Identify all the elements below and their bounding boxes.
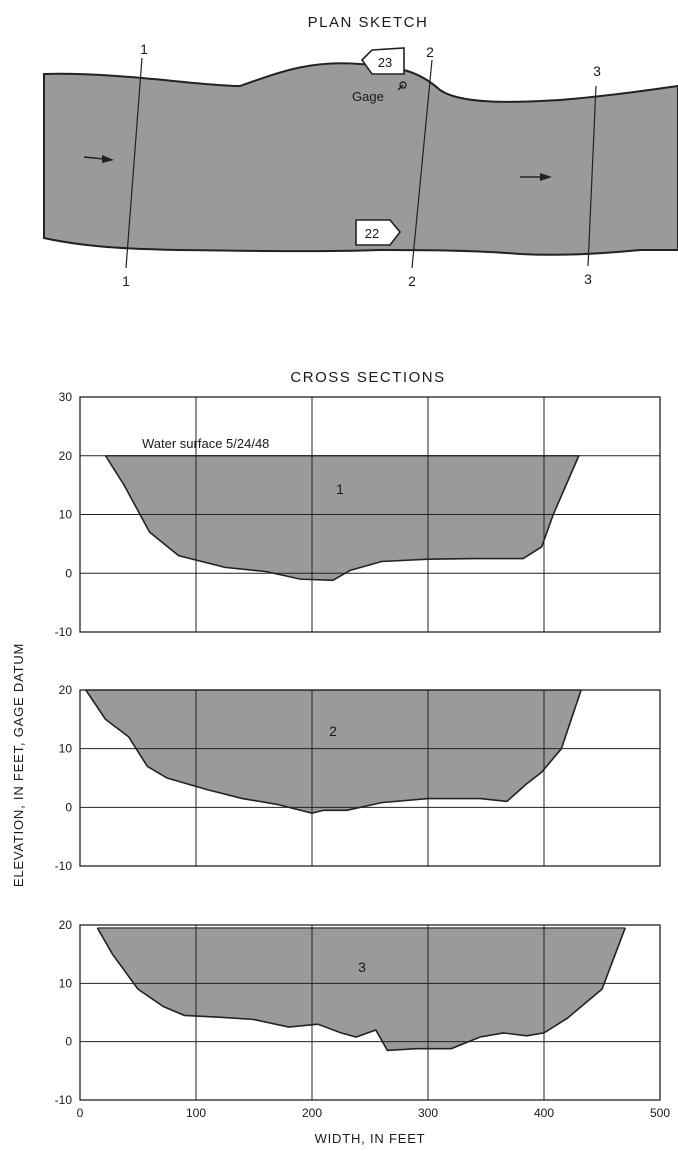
marker-22: 22 [355, 219, 402, 246]
y-tick-label: -10 [55, 625, 73, 639]
y-tick-label: 0 [65, 1035, 72, 1049]
x-tick-label: 400 [534, 1106, 554, 1120]
section-line-1 [125, 57, 143, 269]
x-tick-label: 100 [186, 1106, 206, 1120]
gage-label: Gage [352, 89, 384, 104]
flow-arrow-left-icon [83, 155, 114, 163]
bed-profile-3 [96, 927, 626, 1052]
y-tick-label: 10 [59, 742, 73, 756]
marker-23: 23 [360, 47, 405, 75]
section-label-bottom-1: 1 [122, 273, 130, 289]
water-area-1 [105, 455, 579, 581]
x-tick-label: 300 [418, 1106, 438, 1120]
y-tick-label: 0 [65, 800, 72, 814]
marker-23-label: 23 [378, 55, 392, 70]
section-number-label: 3 [358, 959, 366, 975]
y-tick-label: -10 [55, 859, 73, 873]
x-tick-label: 0 [77, 1106, 84, 1120]
river-channel [43, 62, 678, 256]
plot-frame-2 [79, 689, 661, 867]
y-tick-label: 30 [59, 390, 73, 404]
water-area-3 [97, 927, 626, 1051]
y-tick-label: 20 [59, 683, 73, 697]
section-label-top-1: 1 [140, 41, 148, 57]
x-tick-label: 500 [650, 1106, 670, 1120]
bed-profile-1 [104, 455, 580, 582]
y-tick-label: 10 [59, 976, 73, 990]
section-number-label: 1 [336, 481, 344, 497]
cross-section-2: 20 10 0 -10 2 [55, 683, 661, 873]
flow-arrow-right-icon [520, 173, 552, 181]
y-axis-title: ELEVATION, IN FEET, GAGE DATUM [11, 643, 26, 887]
gage-icon [397, 81, 407, 91]
water-area-2 [85, 690, 582, 814]
section-label-top-3: 3 [593, 63, 601, 79]
plot-frame-3 [79, 924, 661, 1101]
section-label-bottom-3: 3 [584, 271, 592, 287]
y-tick-label: 10 [59, 508, 73, 522]
marker-22-label: 22 [365, 226, 379, 241]
cross-section-1: 30 20 10 0 -10 1 Water surface 5/24/48 [55, 390, 661, 639]
bed-profile-2 [85, 689, 582, 815]
x-axis-title: WIDTH, IN FEET [315, 1131, 426, 1146]
plot-frame-1 [79, 396, 661, 633]
x-tick-label: 200 [302, 1106, 322, 1120]
water-surface-label: Water surface 5/24/48 [142, 436, 269, 451]
y-tick-label: 20 [59, 449, 73, 463]
cross-sections-title: CROSS SECTIONS [290, 369, 445, 386]
y-tick-label: 0 [65, 566, 72, 580]
y-tick-label: -10 [55, 1093, 73, 1107]
plan-sketch: PLAN SKETCH 1 2 3 1 2 3 23 22 Gage [43, 14, 678, 289]
y-tick-label: 20 [59, 918, 73, 932]
section-label-bottom-2: 2 [408, 273, 416, 289]
plan-sketch-title: PLAN SKETCH [308, 14, 429, 31]
section-line-2 [411, 59, 433, 269]
section-line-3 [587, 85, 597, 267]
section-number-label: 2 [329, 723, 337, 739]
section-label-top-2: 2 [426, 44, 434, 60]
